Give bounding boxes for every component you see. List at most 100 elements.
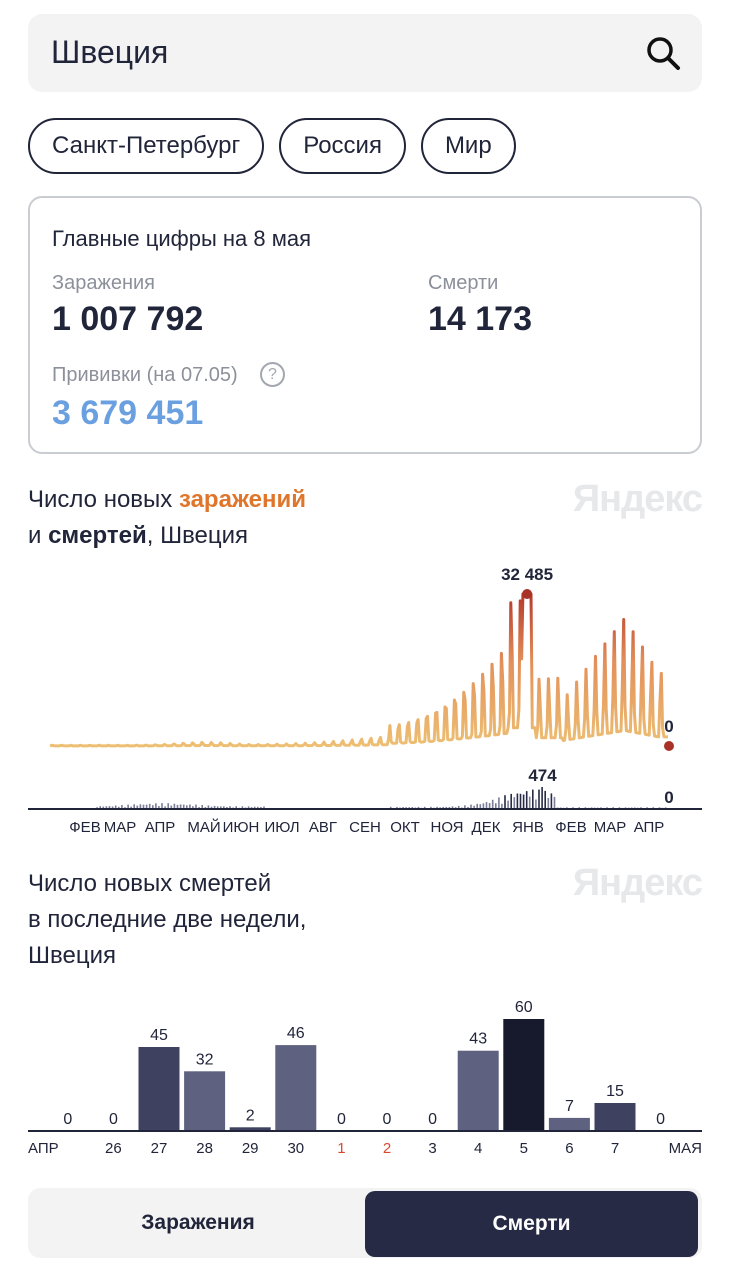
month-tick-label: ДЕК — [472, 819, 501, 836]
deaths-bar — [544, 790, 546, 809]
infections-last-label: 0 — [664, 717, 673, 736]
month-tick-label: СЕН — [349, 819, 381, 836]
chart1-title-mid: и — [28, 522, 49, 549]
search-icon[interactable] — [644, 34, 682, 72]
month-tick-label: МАР — [594, 819, 627, 836]
deaths-bar — [417, 806, 420, 809]
day-bar — [457, 1050, 499, 1131]
deaths-bar — [133, 804, 135, 809]
infections-last-point — [664, 741, 674, 751]
deaths-bar — [213, 805, 216, 809]
region-chips: Санкт-Петербург Россия Мир — [28, 118, 516, 174]
deaths-bar — [145, 804, 148, 809]
deaths-bar — [253, 806, 256, 809]
deaths-bar — [139, 804, 142, 809]
deaths-bar — [516, 793, 519, 809]
summary-title: Главные цифры на 8 мая — [52, 226, 312, 251]
deaths-bar — [127, 804, 129, 809]
day-tick-label: 28 — [196, 1140, 213, 1157]
deaths-bar — [504, 795, 506, 809]
deaths-bar — [155, 803, 157, 809]
deaths-bar — [111, 806, 114, 809]
deaths-bar — [167, 803, 169, 809]
day-bar — [594, 1103, 636, 1131]
month-tick-label: АПР — [634, 819, 665, 836]
day-bar — [275, 1045, 317, 1131]
deaths-bar — [550, 793, 553, 809]
infections-peak-point — [522, 589, 533, 599]
chip-saint-petersburg[interactable]: Санкт-Петербург — [28, 118, 265, 174]
day-tick-label: 26 — [105, 1140, 122, 1157]
deaths-bar — [210, 806, 213, 809]
deaths-bar — [121, 805, 123, 809]
infections-line — [49, 592, 669, 748]
chart2-title-line1: Число новых смертей — [28, 870, 272, 897]
deaths-bar — [532, 789, 534, 809]
deaths-bar — [464, 805, 466, 809]
deaths-label: Смерти — [428, 272, 499, 294]
metric-switch: Заражения Смерти — [28, 1188, 702, 1258]
day-bar — [184, 1071, 226, 1131]
deaths-bar — [485, 802, 488, 809]
deaths-bar — [114, 805, 117, 809]
deaths-value: 14 173 — [428, 300, 532, 338]
deaths-bar — [389, 806, 392, 809]
deaths-peak-label: 474 — [528, 766, 557, 785]
month-tick-label: ФЕВ — [555, 819, 586, 836]
deaths-bar — [538, 789, 540, 809]
deaths-bar — [430, 806, 432, 809]
deaths-bar — [152, 805, 154, 809]
month-tick-label: МАЙ — [187, 818, 220, 836]
deaths-bar — [220, 806, 222, 809]
deaths-bar — [161, 803, 163, 809]
deaths-bar — [473, 805, 475, 809]
deaths-bar — [136, 805, 139, 809]
deaths-bar — [158, 806, 160, 809]
month-tick-label: АПР — [145, 819, 176, 836]
deaths-bar — [105, 806, 108, 809]
deaths-bar — [216, 806, 219, 809]
vaccinations-label: Прививки (на 07.05) — [52, 364, 238, 386]
deaths-last-label: 0 — [664, 788, 673, 807]
deaths-bar — [142, 804, 145, 809]
deaths-bar — [479, 804, 482, 809]
month-tick-label: АВГ — [309, 819, 337, 836]
deaths-bar — [102, 806, 105, 809]
deaths-bar — [235, 806, 237, 809]
day-tick-label: 30 — [287, 1140, 304, 1157]
day-tick-label: 2 — [383, 1140, 391, 1157]
tab-deaths[interactable]: Смерти — [365, 1191, 698, 1257]
search-bar[interactable]: Швеция — [28, 14, 702, 92]
search-input[interactable]: Швеция — [51, 34, 169, 70]
day-tick-label: 29 — [242, 1140, 259, 1157]
deaths-bar — [510, 793, 512, 809]
deaths-bar — [501, 803, 503, 809]
chart2-title-line3: Швеция — [28, 942, 116, 969]
month-tick-label: НОЯ — [430, 819, 463, 836]
help-icon[interactable]: ? — [260, 362, 285, 387]
deaths-bar — [541, 787, 543, 809]
deaths-bar — [445, 806, 448, 809]
end-month-label: МАЯ — [669, 1140, 702, 1157]
deaths-bar — [513, 797, 516, 809]
day-tick-label: 27 — [151, 1140, 168, 1157]
infections-peak-label: 32 485 — [501, 565, 553, 584]
chip-world[interactable]: Мир — [420, 118, 516, 174]
deaths-bar — [476, 803, 478, 809]
chip-russia[interactable]: Россия — [279, 118, 406, 174]
day-bar — [229, 1127, 271, 1131]
deaths-bar — [528, 796, 531, 809]
month-tick-label: ОКТ — [390, 819, 420, 836]
deaths-bar — [164, 806, 166, 809]
yandex-watermark: Яндекс — [572, 478, 703, 520]
deaths-bar — [108, 806, 111, 809]
deaths-bar — [396, 806, 398, 809]
bar-value-label: 46 — [287, 1025, 305, 1042]
summary-card: Главные цифры на 8 мая Заражения 1 007 7… — [28, 196, 702, 454]
bar-value-label: 60 — [515, 999, 533, 1016]
deaths-bar — [442, 806, 444, 809]
deaths-bar — [223, 806, 225, 809]
bar-value-label: 45 — [150, 1027, 168, 1044]
day-tick-label: 1 — [337, 1140, 345, 1157]
tab-infections[interactable]: Заражения — [141, 1211, 255, 1234]
